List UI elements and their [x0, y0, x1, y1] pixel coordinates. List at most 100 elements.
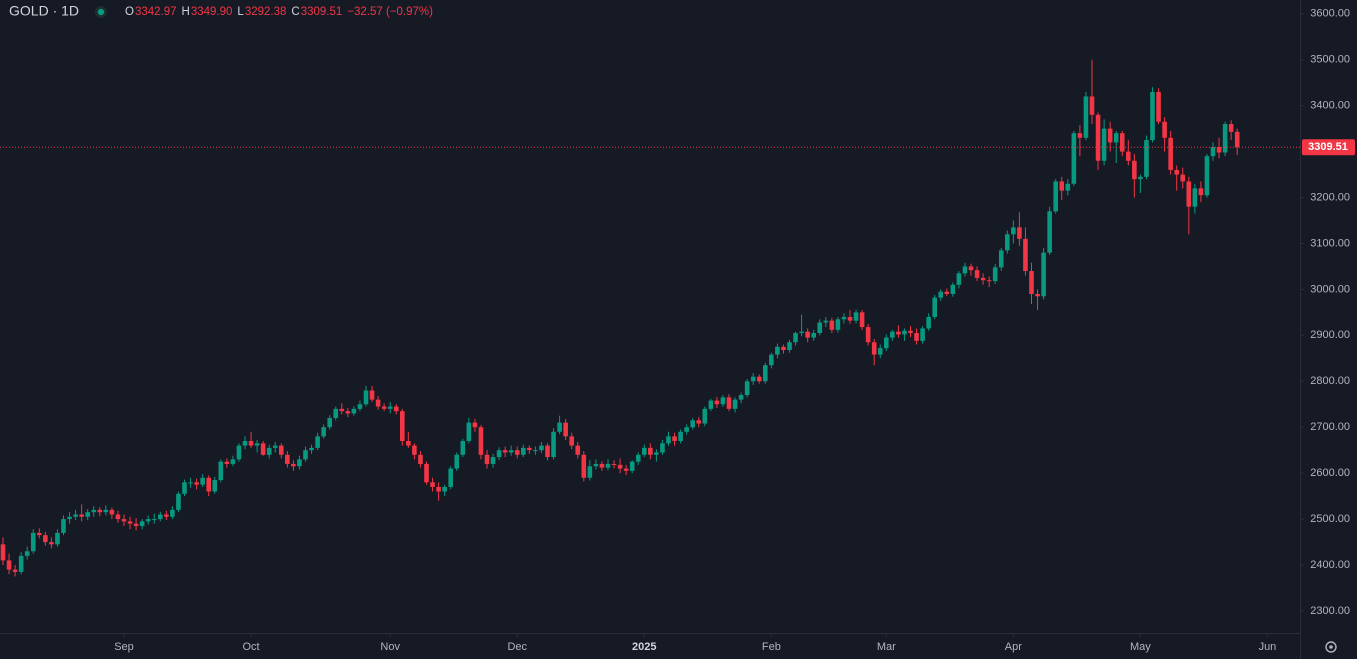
gear-icon[interactable]	[1325, 641, 1337, 653]
candle-body	[460, 440, 466, 455]
candle-body	[133, 523, 139, 526]
candle-body	[188, 482, 193, 484]
candle-body	[1089, 96, 1095, 115]
candle-body	[563, 422, 568, 437]
x-tick-label: Apr	[1005, 641, 1022, 653]
y-tick-label: 2700.00	[1310, 421, 1350, 433]
candle-body	[750, 376, 756, 382]
candle-body	[1138, 176, 1143, 180]
candle-body	[1126, 151, 1131, 161]
candle-body	[950, 284, 956, 294]
candle-body	[980, 277, 986, 281]
candle-body	[781, 346, 786, 351]
candle-body	[315, 436, 320, 448]
x-tick-label: Dec	[507, 641, 527, 653]
candle-body	[490, 457, 496, 464]
candle-body	[502, 450, 508, 453]
candle-body	[805, 331, 810, 338]
candle-body	[279, 445, 284, 455]
candle-body	[1023, 238, 1028, 272]
ohlc-value: 3309.51	[301, 6, 343, 18]
y-tick-label: 2800.00	[1310, 375, 1350, 387]
candle-body	[1150, 91, 1155, 141]
candle-body	[1011, 227, 1016, 235]
candle-body	[756, 376, 762, 382]
change-value: −32.57 (−0.97%)	[347, 6, 433, 18]
candle-body	[823, 320, 829, 323]
candle-body	[400, 411, 405, 441]
candle-body	[351, 408, 357, 414]
candle-body	[1204, 156, 1210, 196]
candle-body	[272, 445, 278, 448]
candle-body	[654, 452, 659, 455]
ohlc-key: O	[125, 6, 134, 18]
ohlc-key: H	[182, 6, 190, 18]
candle-body	[1222, 124, 1228, 153]
y-tick-label: 2900.00	[1310, 329, 1350, 341]
candle-body	[890, 331, 895, 338]
candle-body	[793, 333, 798, 343]
candle-body	[418, 454, 423, 464]
candle-body	[297, 459, 302, 467]
candle-body	[91, 509, 97, 513]
candle-body	[194, 482, 199, 485]
candle-body	[690, 420, 695, 428]
candle-body	[1035, 293, 1040, 297]
candle-body	[303, 450, 308, 460]
y-tick-label: 3200.00	[1310, 191, 1350, 203]
candle-body	[61, 519, 66, 533]
candle-body	[472, 422, 478, 428]
candle-body	[375, 399, 381, 407]
candle-body	[333, 408, 339, 419]
settings-button[interactable]	[1325, 641, 1337, 653]
candle-body	[1053, 181, 1058, 212]
candle-body	[684, 427, 689, 432]
candle-body	[1095, 114, 1101, 161]
candle-body	[115, 514, 121, 520]
candle-body	[986, 280, 992, 282]
gear-center[interactable]	[1329, 645, 1333, 649]
candle-body	[424, 463, 429, 483]
candle-body	[678, 431, 683, 441]
candle-body	[859, 312, 865, 328]
ohlc-value: 3342.97	[135, 6, 177, 18]
candle-body	[1228, 124, 1234, 132]
ohlc-value: 3292.38	[245, 6, 287, 18]
candle-body	[642, 447, 647, 455]
y-tick-label: 3500.00	[1310, 54, 1350, 66]
candle-body	[569, 436, 574, 446]
candle-body	[381, 406, 387, 409]
candle-body	[1119, 133, 1125, 152]
candle-body	[817, 322, 823, 334]
candle-body	[787, 342, 792, 351]
candle-body	[738, 395, 744, 400]
y-tick-label: 2400.00	[1310, 559, 1350, 571]
candle-body	[170, 509, 175, 517]
candle-body	[732, 399, 738, 409]
x-tick-label: Feb	[762, 641, 781, 653]
candle-body	[938, 291, 944, 298]
status-dot	[97, 8, 105, 16]
candle-body	[1144, 140, 1149, 177]
candle-body	[508, 450, 514, 453]
candle-body	[871, 342, 877, 355]
candle-body	[1216, 146, 1222, 153]
candle-body	[49, 542, 54, 545]
last-price-label: 3309.51	[1308, 141, 1348, 153]
candle-body	[37, 532, 42, 536]
candle-body	[648, 447, 653, 455]
candle-body	[896, 331, 901, 335]
symbol[interactable]: GOLD · 1D	[9, 3, 79, 19]
candle-body	[829, 320, 835, 330]
candle-body	[799, 331, 804, 334]
candle-body	[0, 544, 6, 561]
candle-body	[478, 427, 484, 455]
candle-body	[309, 447, 314, 451]
candle-body	[587, 466, 593, 478]
plot-area	[0, 59, 1300, 577]
candle-body	[79, 514, 84, 517]
candle-body	[200, 477, 205, 485]
candle-body	[611, 463, 617, 465]
candle-body	[1192, 188, 1198, 207]
